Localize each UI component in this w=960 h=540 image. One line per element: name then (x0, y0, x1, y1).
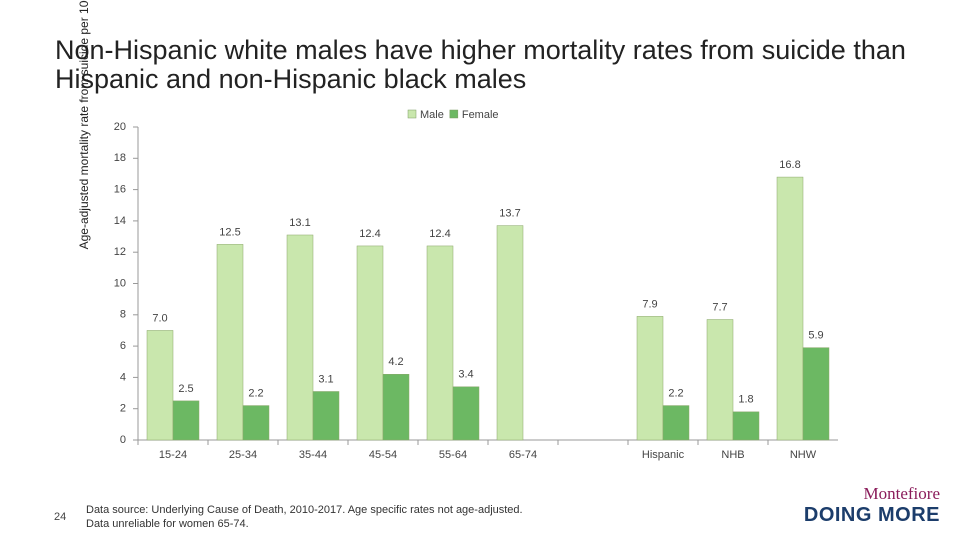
y-tick-label: 18 (114, 152, 126, 164)
y-tick-label: 2 (120, 403, 126, 415)
bar (802, 347, 830, 441)
bar (776, 176, 804, 441)
bar (216, 244, 244, 441)
legend-label: Female (462, 109, 499, 121)
logo-brand: Montefiore (863, 484, 940, 503)
value-label: 7.7 (712, 301, 727, 313)
legend-label: Male (420, 109, 444, 121)
value-label: 12.4 (429, 228, 450, 240)
x-tick-label: 65-74 (509, 449, 537, 461)
y-tick-label: 20 (114, 121, 126, 133)
value-label: 7.9 (642, 298, 657, 310)
bar (496, 225, 524, 441)
value-label: 2.2 (668, 387, 683, 399)
legend-swatch (407, 109, 417, 119)
y-tick-label: 14 (114, 215, 126, 227)
logo-tagline: DOING MORE (803, 504, 940, 526)
x-tick-label: 35-44 (299, 449, 327, 461)
y-tick-label: 10 (114, 277, 126, 289)
y-tick-label: 12 (114, 246, 126, 258)
x-tick-label: Hispanic (642, 449, 685, 461)
footnote-line: Data unreliable for women 65-74. (86, 518, 249, 530)
value-label: 4.2 (388, 356, 403, 368)
slide-title: Non-Hispanic white males have higher mor… (55, 35, 906, 94)
legend-swatch (449, 109, 459, 119)
bar (312, 391, 340, 441)
x-tick-label: NHB (721, 449, 744, 461)
bar (426, 245, 454, 441)
y-tick-label: 0 (120, 434, 126, 446)
bar (242, 405, 270, 441)
bar (382, 374, 410, 441)
bar (636, 316, 664, 441)
bar (286, 234, 314, 441)
bar (356, 245, 384, 441)
value-label: 7.0 (152, 312, 167, 324)
page-number: 24 (54, 511, 67, 523)
y-axis-label: Age-adjusted mortality rate from suicide… (77, 0, 91, 250)
value-label: 3.1 (318, 373, 333, 385)
footnote-line: Data source: Underlying Cause of Death, … (86, 504, 523, 516)
bar (662, 405, 690, 441)
value-label: 12.5 (219, 226, 240, 238)
logo: Montefiore DOING MORE (804, 484, 940, 527)
y-tick-label: 4 (120, 371, 126, 383)
bar (706, 319, 734, 441)
bar (146, 330, 174, 441)
value-label: 2.2 (248, 387, 263, 399)
x-tick-label: NHW (790, 449, 817, 461)
bar (172, 400, 200, 441)
y-tick-label: 6 (120, 340, 126, 352)
x-tick-label: 15-24 (159, 449, 187, 461)
value-label: 12.4 (359, 228, 380, 240)
footnote: Data source: Underlying Cause of Death, … (86, 503, 523, 531)
y-tick-label: 8 (120, 309, 126, 321)
value-label: 2.5 (178, 383, 193, 395)
bar (732, 411, 760, 441)
value-label: 16.8 (779, 159, 800, 171)
bar (452, 386, 480, 441)
x-tick-label: 25-34 (229, 449, 257, 461)
value-label: 13.1 (289, 217, 310, 229)
value-label: 3.4 (458, 369, 473, 381)
y-tick-label: 16 (114, 184, 126, 196)
x-tick-label: 45-54 (369, 449, 397, 461)
value-label: 1.8 (738, 394, 753, 406)
value-label: 5.9 (808, 330, 823, 342)
x-tick-label: 55-64 (439, 449, 467, 461)
value-label: 13.7 (499, 208, 520, 220)
